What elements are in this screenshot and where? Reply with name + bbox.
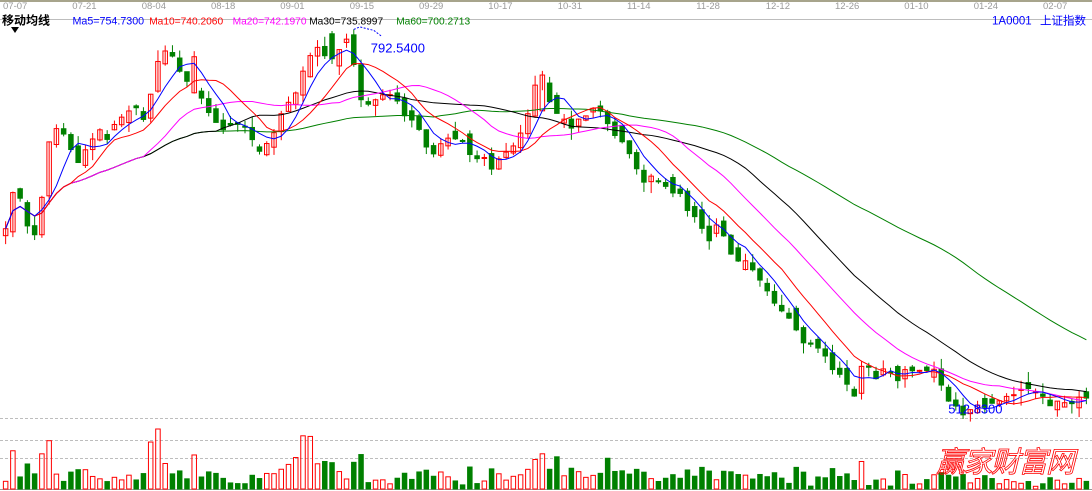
svg-text:09-01: 09-01 xyxy=(280,1,304,12)
svg-text:01-24: 01-24 xyxy=(974,1,998,12)
svg-text:Ma20=742.1970: Ma20=742.1970 xyxy=(233,17,307,28)
svg-text:赢家财富网: 赢家财富网 xyxy=(936,439,1079,481)
svg-text:11-28: 11-28 xyxy=(696,1,720,12)
svg-text:移动均线: 移动均线 xyxy=(2,12,50,29)
svg-text:Ma10=740.2060: Ma10=740.2060 xyxy=(149,17,223,28)
svg-text:08-18: 08-18 xyxy=(211,1,235,12)
svg-text:792.5400: 792.5400 xyxy=(371,40,425,55)
svg-text:08-04: 08-04 xyxy=(142,1,166,12)
svg-text:上证指数: 上证指数 xyxy=(1040,13,1086,29)
svg-text:1A0001: 1A0001 xyxy=(992,16,1032,28)
svg-text:Ma30=735.8997: Ma30=735.8997 xyxy=(309,17,383,28)
svg-text:10-31: 10-31 xyxy=(558,1,582,12)
svg-text:Ma60=700.2713: Ma60=700.2713 xyxy=(396,17,470,28)
svg-text:512.8300: 512.8300 xyxy=(948,402,1002,417)
svg-text:09-29: 09-29 xyxy=(419,1,443,12)
svg-text:07-07: 07-07 xyxy=(3,1,27,12)
svg-text:02-07: 02-07 xyxy=(1043,1,1067,12)
svg-text:Ma5=754.7300: Ma5=754.7300 xyxy=(73,16,145,28)
svg-text:12-26: 12-26 xyxy=(835,1,859,12)
svg-text:07-21: 07-21 xyxy=(72,1,96,12)
svg-text:12-12: 12-12 xyxy=(766,1,790,12)
svg-text:09-15: 09-15 xyxy=(350,1,374,12)
svg-text:11-14: 11-14 xyxy=(627,1,651,12)
svg-text:01-10: 01-10 xyxy=(904,1,928,12)
svg-text:10-17: 10-17 xyxy=(488,1,512,12)
